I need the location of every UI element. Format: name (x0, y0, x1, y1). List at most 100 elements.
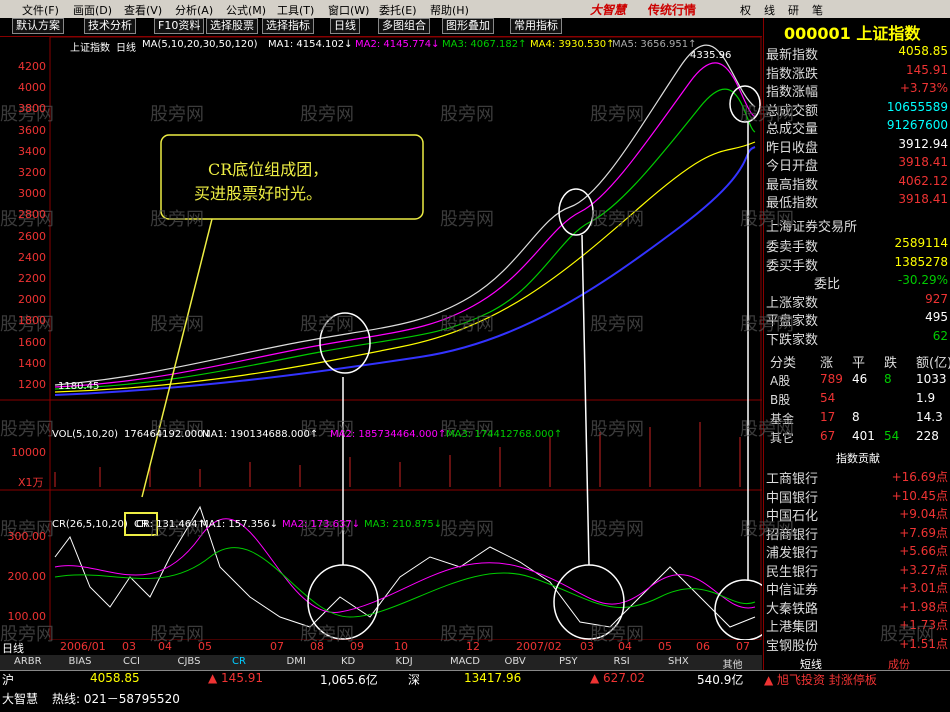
table-cell: 1033 (916, 372, 947, 386)
date-label: 2006/01 (60, 640, 106, 653)
contrib-title: 指数贡献 (836, 452, 880, 465)
contrib-name: 宝钢股份 (766, 638, 819, 654)
indicator-tab[interactable]: BIAS (68, 656, 92, 667)
toolbar-button[interactable]: 多图组合 (378, 18, 430, 34)
main-legend: MA2: 4145.774↓ (355, 39, 440, 50)
table-header: 分类 (770, 356, 797, 371)
menu-item[interactable]: 委托(E) (379, 4, 417, 17)
quote-value: 3912.94 (898, 136, 948, 151)
toolbar-button[interactable]: 图形叠加 (442, 18, 494, 34)
watermark: 股旁网 (590, 104, 644, 125)
date-label: 日线 (2, 642, 24, 655)
contrib-value: +1.98点 (899, 599, 948, 614)
date-label: 05 (658, 640, 672, 653)
y-axis-label: 3000 (18, 187, 46, 201)
order-value: 2589114 (894, 236, 948, 250)
contrib-name: 中国银行 (766, 490, 819, 506)
date-label: 10 (394, 640, 408, 653)
quote-value: 91267600 (886, 118, 948, 132)
right-tab[interactable]: 短线 (800, 658, 822, 671)
logo: 大智慧 (590, 3, 627, 17)
order-value: 927 (925, 291, 948, 306)
stock-title: 000001 上证指数 (784, 24, 921, 43)
main-legend: 日线 (116, 43, 136, 54)
callout-text: 买进股票好时光。 (194, 184, 323, 203)
contrib-value: +10.45点 (891, 488, 948, 503)
menu-item[interactable]: 窗口(W) (328, 4, 370, 17)
table-cell: A股 (770, 374, 791, 388)
menu-tab[interactable]: 线 (764, 4, 775, 17)
watermark: 股旁网 (300, 104, 354, 125)
toolbar-button[interactable]: 常用指标 (510, 18, 562, 34)
menu-bar: 大智慧 传统行情 文件(F) 画面(D) 查看(V) 分析(A) 公式(M) 工具(T) 窗口(… (0, 0, 950, 18)
date-label: 05 (198, 640, 212, 653)
order-label: 上涨家数 (766, 295, 819, 311)
right-panel: 000001 上证指数 最新指数 4058.85 指数涨跌 145.91 指数涨幅 +3.7… (763, 18, 950, 671)
toolbar-button[interactable]: 选择股票 (206, 18, 258, 34)
low-label: 1180.45 (58, 381, 100, 392)
order-label: 平盘家数 (766, 314, 819, 329)
exchange: 上海证券交易所 (766, 220, 858, 235)
menu-item[interactable]: 查看(V) (124, 4, 163, 17)
contrib-value: +9.04点 (899, 507, 948, 521)
toolbar-button[interactable]: 默认方案 (12, 18, 64, 34)
indicator-tab[interactable]: RSI (613, 656, 630, 667)
watermark: 股旁网 (0, 519, 54, 540)
indicator-tab[interactable]: CCI (123, 656, 140, 667)
watermark: 股旁网 (440, 314, 494, 335)
indicator-tab[interactable]: PSY (559, 656, 578, 667)
menu-item[interactable]: 分析(A) (175, 4, 214, 17)
status-sh-change: ▲ 145.91 (208, 671, 264, 685)
y-axis-label: 2200 (18, 272, 46, 285)
menu-tab[interactable]: 权 (740, 4, 751, 17)
menu-item[interactable]: 画面(D) (73, 4, 113, 17)
menu-tab[interactable]: 研 (788, 4, 799, 17)
high-label: 4335.96 (690, 50, 732, 61)
watermark: 股旁网 (590, 419, 644, 440)
y-axis-label: 3200 (18, 166, 46, 179)
contrib-value: +3.01点 (899, 581, 948, 595)
indicator-tab[interactable]: DMI (286, 656, 306, 667)
indicator-tab[interactable]: 其他 (722, 660, 743, 671)
indicator-tab[interactable]: MACD (450, 656, 480, 667)
toolbar-button[interactable]: 技术分析 (84, 18, 136, 34)
quote-label: 最高指数 (766, 177, 819, 193)
quote-value: 3918.41 (898, 155, 948, 169)
toolbar-button[interactable]: F10资料 (154, 18, 205, 34)
contrib-name: 浦发银行 (766, 546, 819, 561)
right-tab[interactable]: 成份 (888, 658, 910, 671)
contrib-name: 大秦铁路 (766, 601, 819, 617)
contrib-value: +5.66点 (899, 544, 948, 558)
toolbar-button[interactable]: 选择指标 (262, 18, 314, 34)
indicator-tab[interactable]: CJBS (177, 656, 201, 667)
menu-item[interactable]: 帮助(H) (430, 4, 469, 17)
status-sh-amount: 1,065.6亿 (320, 673, 378, 687)
status-sz-index: 13417.96 (464, 671, 522, 685)
vol-unit: X1万 (18, 476, 44, 489)
contrib-value: +1.51点 (899, 636, 948, 651)
toolbar-button[interactable]: 日线 (330, 18, 360, 34)
cr-box-label: CR (134, 519, 148, 530)
indicator-tab[interactable]: KDJ (395, 656, 413, 667)
y-axis-label: 3800 (18, 102, 46, 116)
order-label: 委买手数 (766, 258, 819, 274)
menu-item[interactable]: 公式(M) (226, 4, 267, 17)
menu-item[interactable]: 文件(F) (22, 4, 59, 17)
indicator-tab[interactable]: KD (341, 656, 356, 667)
main-legend: MA5: 3656.951↑ (612, 39, 697, 50)
menu-item[interactable]: 工具(T) (277, 4, 315, 17)
contrib-name: 工商银行 (766, 472, 819, 487)
indicator-tab[interactable]: SHX (668, 656, 689, 667)
watermark: 股旁网 (300, 624, 354, 645)
date-label: 06 (696, 640, 710, 653)
watermark: 股旁网 (440, 624, 494, 645)
indicator-tab[interactable]: CR (232, 656, 246, 667)
menu-tab[interactable]: 笔 (812, 4, 823, 17)
quote-value: 4058.85 (898, 44, 948, 58)
watermark: 股旁网 (150, 624, 204, 645)
watermark: 股旁网 (740, 419, 794, 440)
y-axis-label: 4200 (18, 60, 46, 73)
indicator-tab[interactable]: OBV (504, 656, 526, 667)
indicator-tab[interactable]: ARBR (14, 656, 42, 667)
order-label: 下跌家数 (766, 332, 819, 348)
